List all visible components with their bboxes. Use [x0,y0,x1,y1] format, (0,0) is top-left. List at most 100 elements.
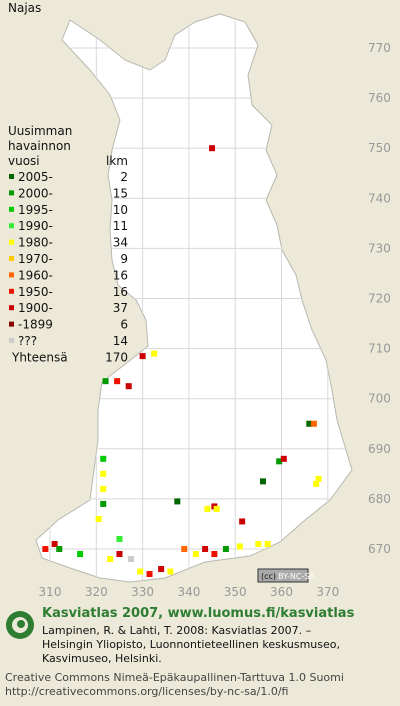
y-label: 740 [368,191,391,205]
y-label: 710 [368,342,391,356]
legend-heading: havainnon [8,139,71,153]
legend-label: 1900- [18,301,53,315]
occurrence [95,515,102,522]
occurrence [167,568,174,575]
occurrence [125,383,132,390]
license-line: Creative Commons Nimeä-Epäkaupallinen-Ta… [5,671,344,684]
occurrence [181,546,188,552]
occurrence [192,551,199,558]
legend-swatch [9,338,14,343]
y-label: 750 [368,141,391,155]
occurrence [310,420,317,427]
legend-swatch [9,174,14,179]
y-label: 700 [368,392,391,406]
y-label: 670 [368,542,391,556]
occurrence [128,556,135,563]
badge-symbol: (cc) [261,572,276,581]
occurrence [213,505,220,512]
x-label: 330 [131,585,154,599]
legend-count: 16 [113,285,128,299]
occurrence [209,145,216,152]
legend-count: 9 [120,252,128,266]
legend-heading: vuosi [8,154,40,168]
occurrence [100,485,107,492]
legend-label: -1899 [18,318,53,332]
occurrence [276,458,283,465]
citation-line: Kasvimuseo, Helsinki. [42,652,162,665]
y-label: 690 [368,442,391,456]
occurrence [151,350,158,357]
legend-label: 2000- [18,186,53,200]
legend-count: 34 [113,236,128,250]
legend-label: 1980- [18,236,53,250]
legend-swatch [9,305,14,311]
x-label: 370 [316,585,339,599]
occurrence [100,470,107,477]
occurrence [202,546,209,552]
occurrence [116,535,123,542]
legend-swatch [9,288,14,294]
citation-line: Lampinen, R. & Lahti, T. 2008: Kasviatla… [42,624,311,637]
legend-count: 14 [113,334,128,348]
legend-swatch [9,206,14,212]
occurrence [116,551,123,558]
map-title: Najas [8,1,41,15]
occurrence [107,556,114,563]
legend-label: 1995- [18,203,53,217]
occurrence [56,546,63,552]
occurrence [100,455,107,462]
legend-label: 1950- [18,285,53,299]
occurrence [264,540,271,547]
y-label: 720 [368,292,391,306]
legend-label: 1960- [18,268,53,282]
occurrence [306,420,313,427]
legend-count: 15 [113,186,128,200]
legend-swatch [9,321,14,327]
legend-label: 1990- [18,219,53,233]
logo-core [17,620,25,628]
occurrence [204,505,211,512]
legend-count: 2 [120,170,128,184]
occurrence [139,353,146,360]
x-label: 360 [270,585,293,599]
x-label: 310 [39,585,62,599]
y-label: 730 [368,241,391,255]
occurrence [259,478,266,485]
x-label: 340 [177,585,200,599]
x-label: 320 [85,585,108,599]
occurrence [236,543,243,550]
legend-count-heading: lkm [106,154,128,168]
y-label: 770 [368,41,391,55]
occurrence [137,568,144,575]
occurrence [255,540,262,547]
x-label: 350 [224,585,247,599]
occurrence [114,378,121,385]
citation-line: Helsingin Yliopisto, Luonnontieteellinen… [42,638,340,651]
occurrence [51,540,58,547]
occurrence [211,551,218,558]
logo [6,611,34,639]
occurrences [42,145,322,578]
site-link: Kasviatlas 2007, www.luomus.fi/kasviatla… [42,606,355,621]
legend-count: 11 [113,219,128,233]
legend-label: ??? [18,334,37,348]
legend-swatch [9,223,14,229]
occurrence [100,500,107,507]
occurrence [280,455,287,462]
occurrence [174,498,181,505]
occurrence [222,546,229,552]
occurrence [146,571,153,578]
legend-count: 37 [113,301,128,315]
legend-label: 1970- [18,252,53,266]
legend-total-label: Yhteensä [11,350,68,364]
occurrence [77,551,84,558]
badge-box [257,568,309,583]
occurrence [42,546,49,552]
legend-heading: Uusimman [8,124,72,138]
occurrence [315,475,322,482]
legend-swatch [9,239,14,245]
legend-total: 170 [105,350,128,364]
occurrence [158,566,165,573]
occurrence [313,480,320,487]
